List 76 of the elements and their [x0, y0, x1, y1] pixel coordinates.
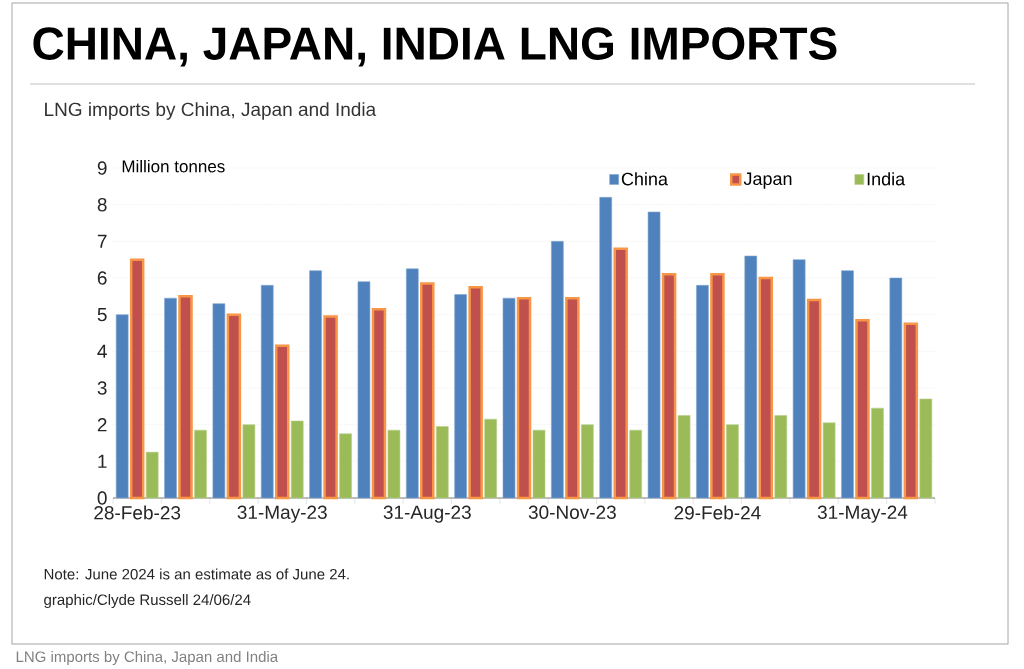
bar [792, 259, 806, 499]
bar [774, 415, 788, 499]
text: LNG imports by China, Japan and India [16, 651, 279, 665]
bar [406, 268, 419, 499]
bar [371, 307, 387, 500]
x-tick-label: 29-Feb-24 [674, 505, 761, 520]
bar [629, 429, 643, 499]
bar [822, 422, 836, 499]
y-tick-label: 0 [97, 491, 107, 505]
y-tick-label: 9 [97, 161, 107, 175]
y-tick-label: 3 [97, 381, 107, 395]
bar [242, 424, 256, 499]
bar [339, 433, 352, 499]
bar [758, 276, 774, 500]
bar [516, 296, 532, 500]
legend-label: China [621, 172, 668, 186]
bar [194, 429, 207, 499]
bar [164, 297, 177, 499]
bar [726, 424, 739, 499]
bar [178, 295, 193, 500]
y-tick-label: 6 [97, 271, 107, 285]
bar [274, 344, 290, 500]
bar [889, 277, 903, 499]
bar [454, 294, 467, 499]
bar [436, 426, 449, 499]
chart-subtitle: LNG imports by China, Japan and India [45, 102, 377, 120]
x-tick-label: 28-Feb-23 [94, 505, 181, 520]
bar [744, 255, 758, 499]
y-tick-label: 4 [97, 344, 107, 358]
bar [871, 407, 884, 499]
bar [581, 424, 594, 499]
bar [145, 451, 159, 499]
bar [903, 322, 919, 500]
bar [919, 398, 933, 499]
bar [855, 318, 870, 500]
y-tick-label: 5 [97, 308, 107, 322]
bar [613, 247, 628, 500]
bar [599, 197, 613, 499]
y-tick-label: 8 [97, 197, 107, 212]
bar [677, 415, 691, 499]
bar [260, 285, 274, 499]
x-tick-label: 31-Aug-23 [383, 505, 471, 523]
bar [323, 315, 338, 500]
bar [420, 282, 435, 500]
x-tick-label: 30-Nov-23 [528, 505, 616, 519]
bar [710, 273, 725, 500]
bar [502, 297, 516, 499]
bar [565, 296, 580, 500]
bar [115, 314, 129, 499]
legend-label: Japan [743, 172, 792, 189]
bar [212, 303, 226, 499]
bar [806, 298, 822, 500]
bar [468, 285, 483, 500]
bar [357, 281, 371, 499]
bar [309, 270, 322, 499]
bar [551, 241, 564, 499]
bar [647, 211, 661, 499]
text: graphic/Clyde Russell 24/06/24 [44, 594, 251, 608]
bar [484, 418, 497, 499]
y-tick-label: 7 [97, 234, 107, 248]
chart-title: CHINA, JAPAN, INDIA LNG IMPORTS [33, 27, 837, 67]
y-tick-label: 2 [97, 418, 107, 432]
bar [841, 270, 854, 499]
text: Note: June 2024 is an estimate as of June 24. [44, 568, 349, 580]
bar [532, 429, 546, 499]
bar [696, 285, 709, 499]
bar [661, 273, 677, 500]
y-axis-title: Million tonnes [122, 159, 225, 173]
bar [226, 313, 242, 500]
bar [129, 258, 145, 500]
x-tick-label: 31-May-23 [237, 505, 327, 523]
bar [387, 429, 401, 499]
y-tick-label: 1 [98, 454, 107, 468]
legend-label: India [867, 172, 906, 186]
bar [290, 420, 304, 499]
x-tick-label: 31-May-24 [817, 505, 908, 523]
